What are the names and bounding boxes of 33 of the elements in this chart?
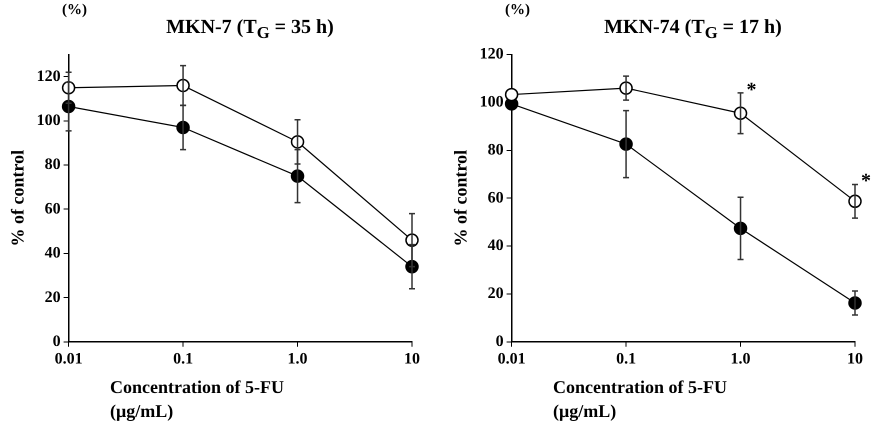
x-tick-label: 1.0: [288, 350, 308, 368]
text: (%): [62, 2, 87, 19]
y-tick-label: 60: [488, 189, 504, 206]
text: (%): [505, 2, 530, 19]
y-tick-label: 80: [488, 141, 504, 158]
chart-title: MKN-74 (T$_{G}$ = 17 h): [604, 16, 782, 42]
y-tick-label: 0: [496, 332, 504, 350]
y-axis-title: % of control: [7, 150, 28, 247]
x-axis-title: Concentration of 5-FU (μg/mL): [553, 376, 728, 423]
x-tick-label: 0.01: [54, 350, 83, 368]
chart-title: MKN-7 (T$_{G}$ = 35 h): [166, 16, 334, 42]
y-tick-label: 20: [488, 285, 504, 302]
y-tick-label: 100: [36, 112, 61, 130]
y-tick-label: 120: [36, 68, 61, 85]
annotation: *: [746, 79, 757, 102]
y-tick-label: 80: [44, 156, 61, 174]
y-tick-label: 120: [480, 46, 504, 63]
x-tick-label: 1.0: [730, 350, 751, 368]
x-tick-label: 0.1: [173, 350, 194, 368]
y-tick-label: 20: [44, 288, 61, 306]
y-tick-label: 40: [488, 237, 504, 254]
x-tick-label: 10: [847, 350, 863, 368]
x-tick-label: 10: [404, 350, 420, 368]
x-axis-title: Concentration of 5-FU (μg/mL): [110, 376, 285, 423]
x-tick-label: 0.01: [498, 350, 526, 368]
y-tick-label: 0: [52, 332, 61, 350]
y-tick-label: 60: [44, 200, 61, 218]
y-tick-label: 40: [44, 244, 61, 262]
y-axis-title: % of control: [450, 150, 470, 247]
point: [504, 88, 518, 102]
annotation: *: [861, 170, 871, 192]
x-tick-label: 0.1: [616, 350, 636, 368]
y-tick-label: 100: [480, 94, 504, 111]
